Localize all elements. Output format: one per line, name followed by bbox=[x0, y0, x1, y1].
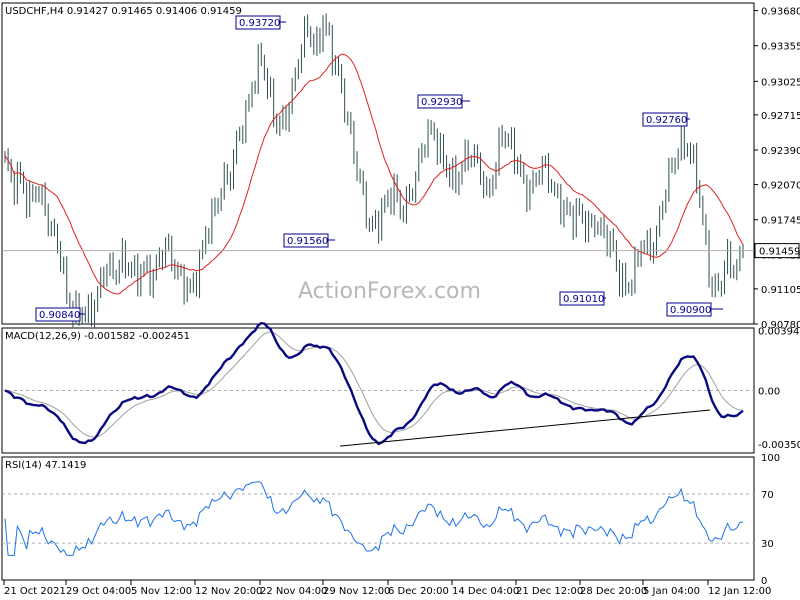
x-tick-label: 28 Dec 20:00 bbox=[580, 586, 647, 597]
rsi-panel bbox=[1, 456, 755, 581]
x-tick-label: 29 Nov 12:00 bbox=[323, 586, 390, 597]
macd-tick-label: 0.00 bbox=[758, 387, 780, 398]
x-tick-label: 12 Jan 12:00 bbox=[708, 586, 771, 597]
x-tick-label: 21 Dec 12:00 bbox=[516, 586, 583, 597]
y-tick-label: 0.91105 bbox=[761, 285, 800, 296]
panels bbox=[1, 2, 755, 581]
x-tick-label: 5 Jan 04:00 bbox=[643, 586, 700, 597]
y-tick-label: 0.92715 bbox=[761, 111, 800, 122]
y-axis-labels: 0.93680 0.93355 0.93025 0.92715 0.92390 0.920… bbox=[754, 7, 800, 587]
watermark: ActionForex.com bbox=[298, 279, 481, 304]
y-tick-label: 0.92070 bbox=[761, 181, 800, 192]
rsi-panel-title: RSI(14) 47.1419 bbox=[5, 460, 86, 471]
rsi-line bbox=[4, 481, 744, 556]
candles bbox=[4, 13, 744, 329]
y-tick-label: 0.93025 bbox=[761, 77, 800, 88]
rsi-tick-label: 30 bbox=[761, 539, 774, 550]
annotation-box bbox=[417, 94, 463, 109]
annotation-label: 0.91560 bbox=[287, 236, 328, 247]
annotation-box bbox=[35, 307, 81, 322]
y-tick-label: 0.91745 bbox=[761, 216, 800, 227]
annotation-box bbox=[666, 302, 712, 317]
current-price-label: 0.91459 bbox=[759, 247, 800, 258]
main-panel bbox=[1, 2, 755, 325]
annotation-label: 0.90900 bbox=[670, 305, 711, 316]
annotation-box bbox=[559, 291, 605, 306]
annotation-label: 0.92760 bbox=[646, 115, 687, 126]
annotation-label: 0.92930 bbox=[421, 97, 462, 108]
annotation-box bbox=[235, 15, 281, 30]
annotation-label: 0.91010 bbox=[563, 294, 604, 305]
annotation-label: 0.90840 bbox=[39, 310, 80, 321]
x-tick-label: 6 Dec 20:00 bbox=[388, 586, 449, 597]
rsi-tick-label: 100 bbox=[761, 453, 780, 464]
x-tick-label: 29 Oct 04:00 bbox=[66, 586, 131, 597]
macd-lines bbox=[2, 321, 754, 447]
x-tick-label: 21 Oct 2021 bbox=[4, 586, 66, 597]
annotation-box bbox=[283, 233, 329, 248]
current-price-tag bbox=[754, 243, 800, 259]
x-tick-label: 12 Nov 20:00 bbox=[195, 586, 262, 597]
macd-panel bbox=[1, 327, 755, 454]
x-axis-labels: 21 Oct 2021 29 Oct 04:00 5 Nov 12:00 12 Nov… bbox=[3, 580, 771, 597]
annotation-box bbox=[642, 112, 688, 127]
annotation-label: 0.93720 bbox=[239, 18, 280, 29]
rsi-tick-label: 0 bbox=[761, 576, 767, 587]
x-tick-label: 22 Nov 04:00 bbox=[260, 586, 327, 597]
x-tick-label: 5 Nov 12:00 bbox=[131, 586, 192, 597]
y-tick-label: 0.93355 bbox=[761, 42, 800, 53]
macd-tick-label: 0.003944 bbox=[758, 326, 800, 337]
price-annotations: 0.93720 0.92930 0.92760 0.91560 0.91010 0.909… bbox=[35, 15, 723, 322]
ma-line bbox=[4, 53, 744, 295]
macd-trendline bbox=[339, 409, 711, 447]
x-tick-label: 14 Dec 04:00 bbox=[452, 586, 519, 597]
rsi-tick-label: 70 bbox=[761, 490, 774, 501]
main-panel-title: USDCHF,H4 0.91427 0.91465 0.91406 0.9145… bbox=[5, 6, 242, 17]
macd-tick-label: -0.003506 bbox=[758, 440, 800, 451]
y-tick-label: 0.92390 bbox=[761, 146, 800, 157]
macd-panel-title: MACD(12,26,9) -0.001582 -0.002451 bbox=[5, 331, 190, 342]
y-tick-label: 0.93680 bbox=[761, 7, 800, 18]
y-tick-label: 0.90780 bbox=[761, 320, 800, 331]
rsi-lines bbox=[2, 481, 754, 556]
moving-average bbox=[2, 53, 754, 295]
macd-signal-line bbox=[4, 331, 744, 438]
